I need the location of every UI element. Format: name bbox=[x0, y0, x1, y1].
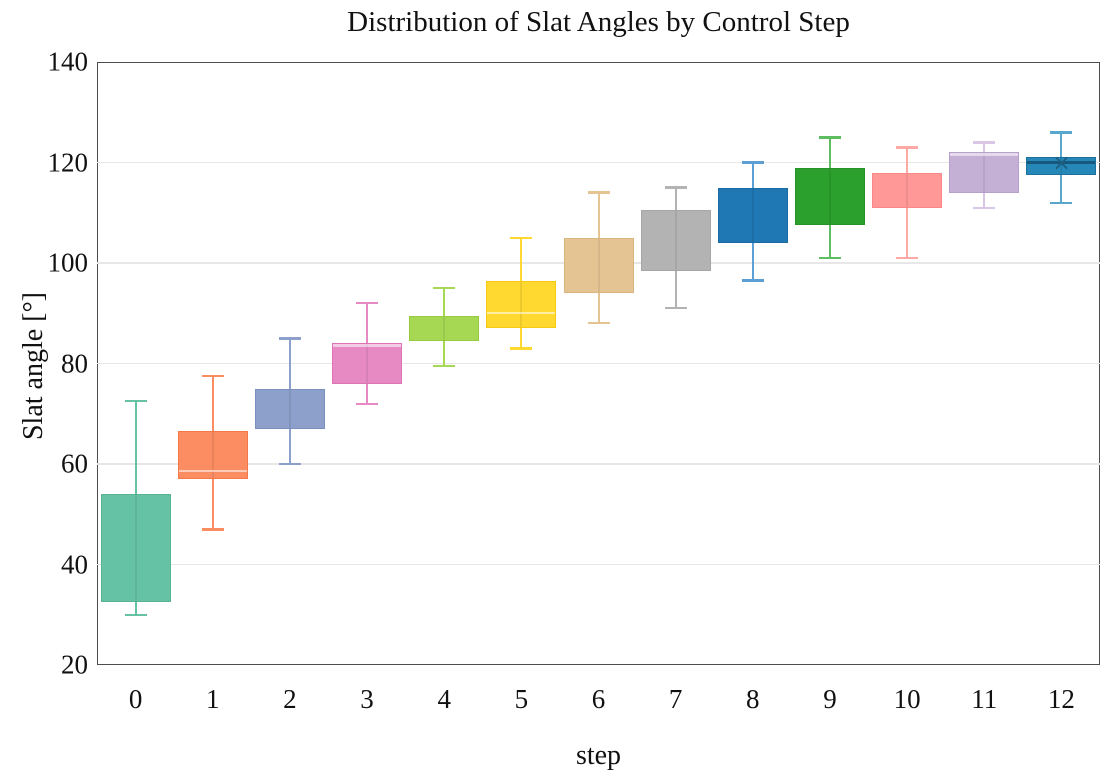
horizontal-gridline bbox=[97, 463, 1100, 465]
whisker-cap-top bbox=[124, 399, 147, 403]
box-step-12 bbox=[1026, 157, 1097, 176]
x-tick-label: 5 bbox=[514, 684, 529, 714]
whisker-cap-bottom bbox=[124, 613, 147, 616]
whisker-cap-top bbox=[973, 141, 996, 144]
whisker-cap-top bbox=[664, 186, 687, 189]
whisker-cap-bottom bbox=[664, 307, 687, 310]
median-line bbox=[487, 311, 556, 315]
box-center-stripe bbox=[674, 211, 677, 270]
box-step-2 bbox=[254, 388, 325, 429]
whisker-cap-top bbox=[1050, 131, 1073, 134]
box-center-stripe bbox=[366, 344, 369, 383]
box-step-8 bbox=[717, 187, 788, 243]
whisker-cap-top bbox=[587, 191, 610, 194]
x-axis-title: step bbox=[575, 740, 622, 771]
whisker-cap-top bbox=[510, 236, 533, 240]
x-tick-label: 4 bbox=[437, 684, 451, 714]
whisker-cap-bottom bbox=[278, 462, 301, 466]
x-tick-label: 8 bbox=[746, 684, 760, 714]
x-tick-label: 10 bbox=[893, 684, 921, 714]
median-line bbox=[1027, 160, 1096, 164]
x-tick-label: 12 bbox=[1047, 684, 1075, 714]
x-tick-label: 1 bbox=[205, 684, 220, 714]
box-step-10 bbox=[872, 172, 943, 208]
box-step-0 bbox=[100, 494, 171, 603]
box-center-stripe bbox=[906, 173, 909, 207]
x-tick-label: 2 bbox=[283, 684, 297, 714]
horizontal-gridline bbox=[97, 563, 1100, 566]
box-step-7 bbox=[640, 210, 711, 271]
x-tick-label: 7 bbox=[668, 684, 683, 714]
box-center-stripe bbox=[288, 389, 291, 428]
x-tick-label: 3 bbox=[360, 684, 374, 714]
y-tick-label: 120 bbox=[47, 147, 89, 177]
median-line bbox=[333, 344, 402, 347]
x-tick-label: 9 bbox=[823, 684, 837, 714]
whisker-cap-bottom bbox=[818, 256, 841, 260]
box-center-stripe bbox=[1060, 158, 1063, 175]
box-step-6 bbox=[563, 237, 634, 294]
box-step-3 bbox=[332, 343, 403, 384]
chart-title: Distribution of Slat Angles by Control S… bbox=[347, 6, 850, 38]
box-step-9 bbox=[794, 167, 865, 226]
whisker-cap-top bbox=[201, 374, 224, 378]
whisker-cap-top bbox=[356, 302, 379, 305]
y-tick-label: 140 bbox=[47, 46, 89, 77]
horizontal-gridline bbox=[97, 161, 1100, 164]
y-tick-label: 60 bbox=[61, 448, 88, 479]
box-step-11 bbox=[949, 152, 1020, 193]
whisker-cap-bottom bbox=[1050, 201, 1073, 204]
box-center-stripe bbox=[828, 168, 831, 225]
y-tick-label: 100 bbox=[47, 247, 89, 278]
median-line bbox=[950, 153, 1019, 156]
x-tick-label: 11 bbox=[971, 684, 998, 714]
mean-x-marker: × bbox=[1052, 151, 1071, 177]
whisker-cap-top bbox=[278, 337, 301, 340]
box-step-1 bbox=[177, 431, 248, 480]
y-tick-label: 20 bbox=[61, 649, 88, 680]
whisker-cap-bottom bbox=[356, 402, 379, 405]
whisker-cap-bottom bbox=[896, 256, 919, 260]
x-tick-label: 0 bbox=[128, 684, 143, 714]
box-center-stripe bbox=[520, 281, 523, 328]
whisker-cap-bottom bbox=[587, 322, 610, 325]
box-center-stripe bbox=[211, 432, 214, 479]
box-center-stripe bbox=[983, 153, 986, 192]
box-center-stripe bbox=[597, 238, 600, 293]
box-center-stripe bbox=[751, 188, 754, 242]
median-line bbox=[178, 470, 247, 473]
box-center-stripe bbox=[134, 495, 137, 602]
box-center-stripe bbox=[443, 316, 446, 340]
whisker-cap-top bbox=[741, 161, 764, 164]
whisker-cap-bottom bbox=[973, 206, 996, 209]
whisker-cap-bottom bbox=[510, 347, 533, 350]
whisker-cap-bottom bbox=[201, 528, 224, 531]
whisker-cap-bottom bbox=[741, 279, 764, 282]
whisker-cap-top bbox=[818, 136, 841, 139]
x-tick-label: 6 bbox=[591, 684, 606, 714]
whisker-cap-bottom bbox=[433, 364, 456, 368]
box-step-5 bbox=[486, 280, 557, 329]
whisker-cap-top bbox=[433, 286, 456, 290]
horizontal-gridline bbox=[97, 362, 1100, 365]
whisker-cap-top bbox=[896, 146, 919, 149]
box-step-4 bbox=[409, 315, 480, 341]
y-tick-label: 40 bbox=[61, 549, 88, 579]
y-tick-label: 80 bbox=[61, 348, 88, 378]
